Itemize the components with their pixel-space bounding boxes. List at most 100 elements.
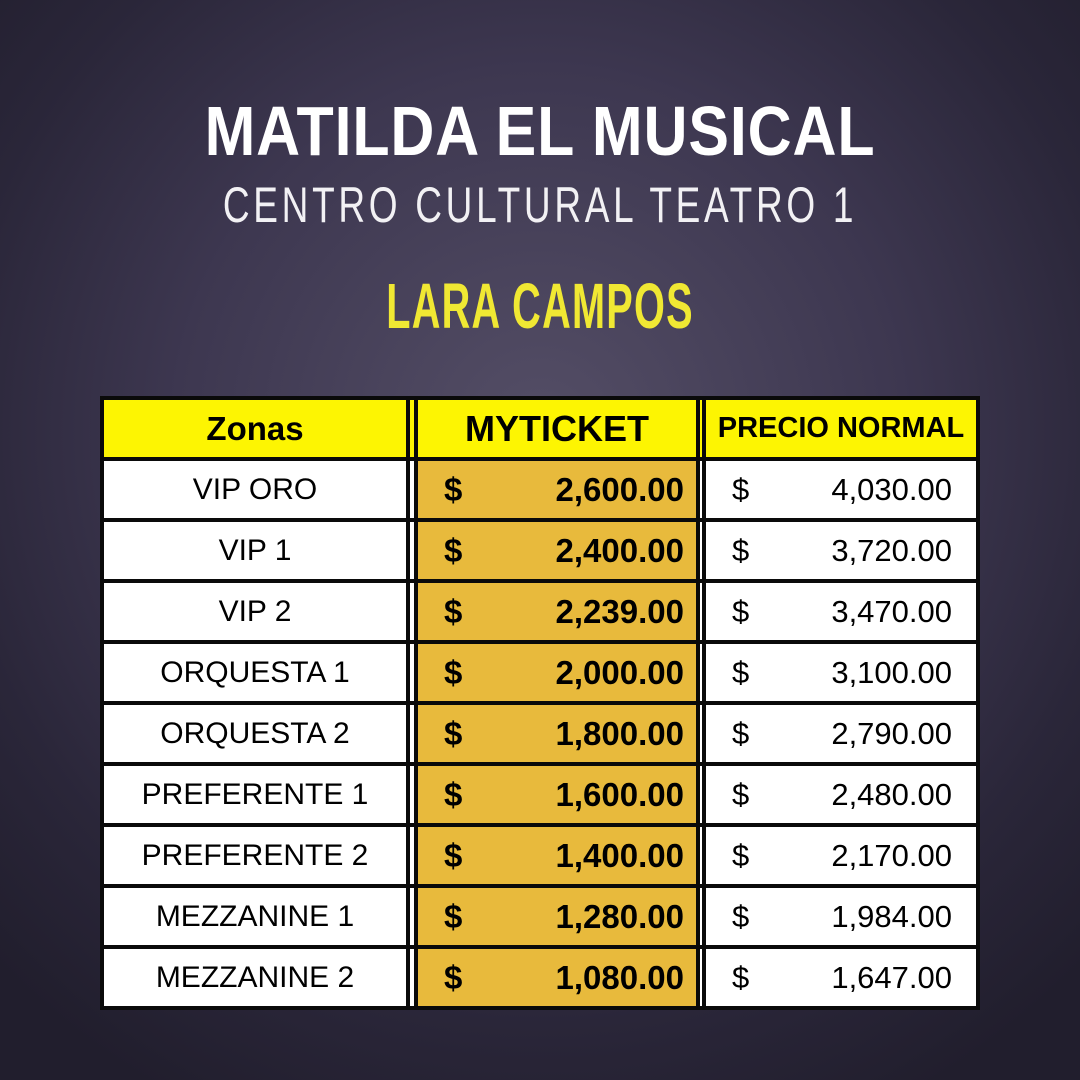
table-row-orquesta-1: ORQUESTA 1 $ 2,000.00 $ 3,100.00 xyxy=(100,640,980,705)
column-divider xyxy=(696,827,706,884)
price-table: Zonas MYTICKET PRECIO NORMAL VIP ORO $ 2… xyxy=(100,396,980,1010)
titles-block: MATILDA EL MUSICAL CENTRO CULTURAL TEATR… xyxy=(0,0,1080,338)
normal-price-cell: $ 2,790.00 xyxy=(706,705,976,762)
column-divider xyxy=(406,522,418,579)
column-divider xyxy=(406,583,418,640)
normal-price-cell: $ 4,030.00 xyxy=(706,461,976,518)
column-header-precio-normal: PRECIO NORMAL xyxy=(717,412,965,444)
column-divider xyxy=(406,705,418,762)
zone-label: MEZZANINE 2 xyxy=(155,960,355,994)
currency-symbol: $ xyxy=(732,715,750,751)
zone-label: MEZZANINE 1 xyxy=(155,899,355,933)
myticket-price: 2,600.00 xyxy=(555,470,684,508)
column-divider xyxy=(406,461,418,518)
column-divider xyxy=(696,400,706,457)
column-divider xyxy=(696,705,706,762)
myticket-price: 2,000.00 xyxy=(555,653,684,691)
venue-name: CENTRO CULTURAL TEATRO 1 xyxy=(222,177,858,233)
normal-price: 3,470.00 xyxy=(831,593,952,629)
currency-symbol: $ xyxy=(732,532,750,568)
column-divider xyxy=(696,888,706,945)
myticket-price: 1,080.00 xyxy=(555,958,684,996)
column-divider xyxy=(406,888,418,945)
column-divider xyxy=(406,644,418,701)
zone-label: PREFERENTE 2 xyxy=(141,838,369,872)
zone-label: ORQUESTA 1 xyxy=(160,655,350,689)
column-divider xyxy=(696,644,706,701)
normal-price-cell: $ 3,100.00 xyxy=(706,644,976,701)
column-divider xyxy=(696,461,706,518)
myticket-price-cell: $ 1,400.00 xyxy=(418,827,696,884)
normal-price: 2,790.00 xyxy=(831,715,952,751)
normal-price: 1,984.00 xyxy=(831,898,952,934)
normal-price-cell: $ 2,170.00 xyxy=(706,827,976,884)
zone-label: PREFERENTE 1 xyxy=(141,777,369,811)
normal-price: 2,170.00 xyxy=(831,837,952,873)
currency-symbol: $ xyxy=(444,653,463,691)
myticket-price: 1,600.00 xyxy=(555,775,684,813)
myticket-price-cell: $ 1,600.00 xyxy=(418,766,696,823)
normal-price: 4,030.00 xyxy=(831,471,952,507)
table-row-preferente-2: PREFERENTE 2 $ 1,400.00 $ 2,170.00 xyxy=(100,823,980,888)
myticket-price: 2,400.00 xyxy=(555,531,684,569)
currency-symbol: $ xyxy=(444,714,463,752)
column-divider xyxy=(696,949,706,1006)
zone-label: VIP 2 xyxy=(218,594,292,628)
column-divider xyxy=(406,766,418,823)
currency-symbol: $ xyxy=(732,471,750,507)
myticket-price-cell: $ 1,800.00 xyxy=(418,705,696,762)
myticket-price-cell: $ 2,239.00 xyxy=(418,583,696,640)
zone-label: ORQUESTA 2 xyxy=(160,716,350,750)
column-divider xyxy=(406,827,418,884)
table-header-row: Zonas MYTICKET PRECIO NORMAL xyxy=(100,396,980,461)
table-row-preferente-1: PREFERENTE 1 $ 1,600.00 $ 2,480.00 xyxy=(100,762,980,827)
column-divider xyxy=(406,949,418,1006)
currency-symbol: $ xyxy=(444,775,463,813)
table-row-mezzanine-1: MEZZANINE 1 $ 1,280.00 $ 1,984.00 xyxy=(100,884,980,949)
myticket-price-cell: $ 1,080.00 xyxy=(418,949,696,1006)
normal-price: 3,100.00 xyxy=(831,654,952,690)
zone-label: VIP 1 xyxy=(218,533,292,567)
normal-price: 2,480.00 xyxy=(831,776,952,812)
myticket-price: 2,239.00 xyxy=(555,592,684,630)
table-row-mezzanine-2: MEZZANINE 2 $ 1,080.00 $ 1,647.00 xyxy=(100,945,980,1010)
column-header-zonas: Zonas xyxy=(206,409,304,447)
normal-price-cell: $ 1,984.00 xyxy=(706,888,976,945)
column-header-myticket: MYTICKET xyxy=(465,407,649,449)
normal-price-cell: $ 3,470.00 xyxy=(706,583,976,640)
myticket-price-cell: $ 2,600.00 xyxy=(418,461,696,518)
normal-price-cell: $ 2,480.00 xyxy=(706,766,976,823)
currency-symbol: $ xyxy=(444,897,463,935)
table-row-vip-1: VIP 1 $ 2,400.00 $ 3,720.00 xyxy=(100,518,980,583)
table-row-vip-2: VIP 2 $ 2,239.00 $ 3,470.00 xyxy=(100,579,980,644)
normal-price-cell: $ 1,647.00 xyxy=(706,949,976,1006)
myticket-price-cell: $ 2,400.00 xyxy=(418,522,696,579)
column-divider xyxy=(696,522,706,579)
artist-name: LARA CAMPOS xyxy=(386,270,694,342)
table-row-orquesta-2: ORQUESTA 2 $ 1,800.00 $ 2,790.00 xyxy=(100,701,980,766)
currency-symbol: $ xyxy=(732,837,750,873)
zone-label: VIP ORO xyxy=(192,472,318,506)
currency-symbol: $ xyxy=(732,959,750,995)
column-divider xyxy=(696,766,706,823)
myticket-price: 1,280.00 xyxy=(555,897,684,935)
currency-symbol: $ xyxy=(444,470,463,508)
column-divider xyxy=(406,400,418,457)
currency-symbol: $ xyxy=(732,776,750,812)
normal-price: 1,647.00 xyxy=(831,959,952,995)
currency-symbol: $ xyxy=(732,898,750,934)
currency-symbol: $ xyxy=(444,531,463,569)
myticket-price-cell: $ 2,000.00 xyxy=(418,644,696,701)
table-row-vip-oro: VIP ORO $ 2,600.00 $ 4,030.00 xyxy=(100,457,980,522)
currency-symbol: $ xyxy=(444,836,463,874)
myticket-price-cell: $ 1,280.00 xyxy=(418,888,696,945)
column-divider xyxy=(696,583,706,640)
normal-price-cell: $ 3,720.00 xyxy=(706,522,976,579)
show-title: MATILDA EL MUSICAL xyxy=(204,92,876,170)
currency-symbol: $ xyxy=(444,592,463,630)
currency-symbol: $ xyxy=(444,958,463,996)
currency-symbol: $ xyxy=(732,654,750,690)
currency-symbol: $ xyxy=(732,593,750,629)
normal-price: 3,720.00 xyxy=(831,532,952,568)
